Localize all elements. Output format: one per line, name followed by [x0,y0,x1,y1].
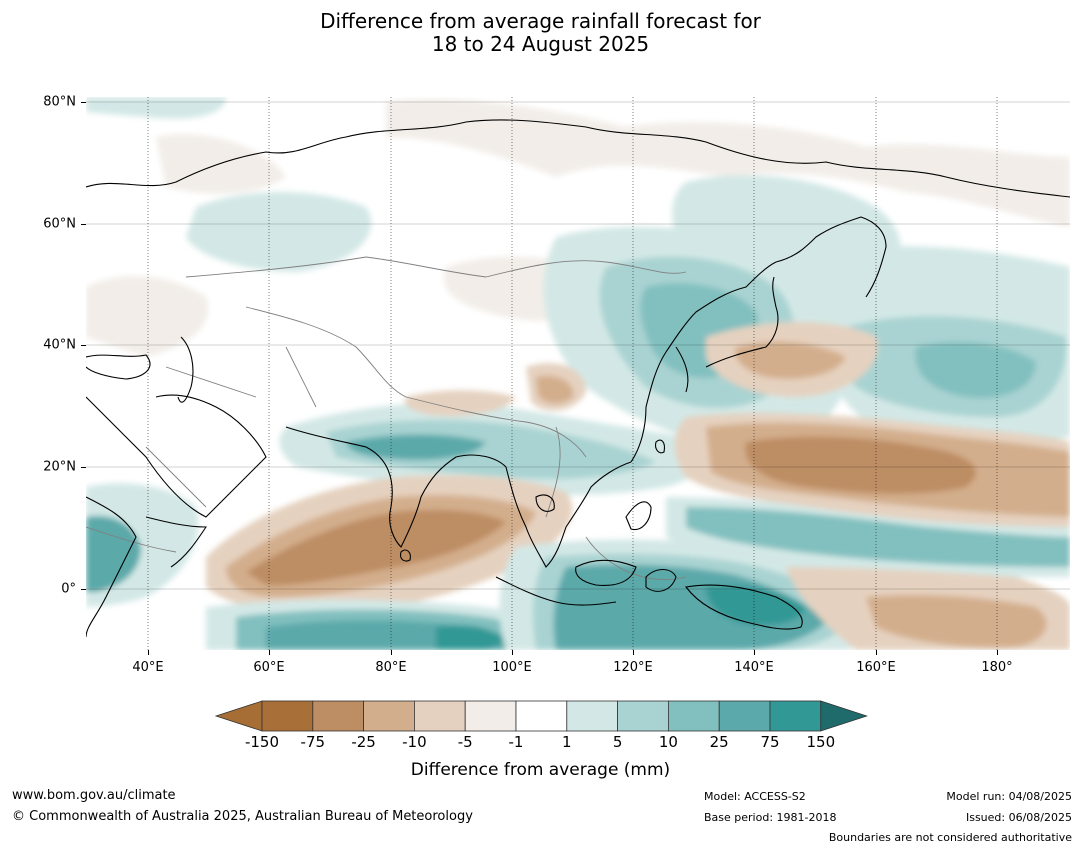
colorbar-tick-label: -25 [351,733,376,751]
anomaly-wet-light-westsiberia [186,192,372,272]
colorbar-tick-label: 1 [562,733,572,751]
lat-label-40n: 40°N [43,337,76,353]
anomaly-dry-mid-spacific [866,595,1047,648]
map-canvas [86,97,1070,650]
colorbar-swatch [363,700,415,732]
anomaly-wet-strong-npacific [915,342,1036,398]
graticule [86,97,1070,650]
anomaly-fill-layer [86,97,1070,650]
anomaly-dry-mid-china [536,375,574,404]
lon-tick [148,650,149,655]
colorbar-tick-label: 25 [709,733,729,751]
lat-tick [81,345,86,346]
colorbar [214,700,868,732]
anomaly-dry-strong-wpacific [745,436,976,494]
colorbar-label: Difference from average (mm) [410,760,671,780]
anomaly-dry-mid-japan [735,341,846,379]
colorbar-tick-label: -150 [244,733,280,751]
footer-model-run: Model run: 04/08/2025 [946,790,1072,803]
lon-label-160e: 160°E [856,660,896,675]
anomaly-wet-strong-maritime [553,564,826,650]
lon-tick [876,650,877,655]
country-borders [86,256,687,581]
lat-tick [81,224,86,225]
lon-tick [633,650,634,655]
colorbar-extend-low [214,700,263,732]
footer-base-period: Base period: 1981-2018 [704,811,837,824]
coastlines [86,119,1070,638]
lon-tick [269,650,270,655]
footer-model: Model: ACCESS-S2 [704,790,806,803]
colorbar-swatch [515,700,568,732]
lat-label-60n: 60°N [43,216,76,232]
lon-tick [512,650,513,655]
colorbar-swatch [413,700,466,732]
colorbar-swatch [617,700,669,732]
lon-label-40e: 40°E [132,660,164,675]
anomaly-wet-strong-southasia [346,434,486,460]
colorbar-tick-label: 75 [760,733,780,751]
anomaly-wet-max-sio [436,625,506,650]
lat-label-20n: 20°N [43,459,76,475]
footer-url[interactable]: www.bom.gov.au/climate [12,788,176,803]
anomaly-dry-light-uralian [156,134,286,194]
colorbar-swatch [261,700,314,732]
anomaly-wet-light-arctic [86,97,226,119]
colorbar-tick-label: 5 [612,733,623,751]
lat-tick [81,589,86,590]
colorbar-swatch [769,700,822,732]
anomaly-wet-mid-pacific [686,507,1070,567]
colorbar-swatch [718,700,771,732]
lon-label-180: 180° [981,660,1013,675]
colorbar-tick-label: -5 [457,733,473,751]
map-title-line-2: 18 to 24 August 2025 [431,32,650,56]
anomaly-wet-max-maritime [706,585,806,626]
lat-tick [81,467,86,468]
lon-label-140e: 140°E [734,660,774,675]
lon-tick [997,650,998,655]
colorbar-tick-label: 150 [806,733,836,751]
anomaly-dry-light-siberia [386,98,1070,227]
colorbar-swatches [214,700,868,732]
lon-label-60e: 60°E [253,660,285,675]
lon-tick [754,650,755,655]
footer-boundaries-note: Boundaries are not considered authoritat… [828,831,1072,844]
lon-label-120e: 120°E [613,660,653,675]
colorbar-swatch [464,700,517,732]
colorbar-tick-label: -10 [402,733,427,751]
anomaly-wet-strong-africa [86,516,141,592]
anomaly-dry-light-bengal [404,390,516,417]
footer-copyright: © Commonwealth of Australia 2025, Austra… [12,809,473,824]
footer-issued: Issued: 06/08/2025 [965,811,1072,824]
colorbar-swatch [667,700,720,732]
lat-label-80n: 80°N [43,94,76,110]
colorbar-tick-label: 10 [658,733,678,751]
colorbar-tick-label: -1 [508,733,524,751]
anomaly-dry-strong-indianocean [246,510,506,586]
lon-tick [391,650,392,655]
colorbar-tick-label: -75 [300,733,326,751]
map-title-line-1: Difference from average rainfall forecas… [320,9,761,33]
lon-label-100e: 100°E [492,660,532,675]
map-title: Difference from average rainfall forecas… [0,10,1081,56]
colorbar-extend-high [820,700,868,732]
colorbar-swatch [566,700,618,732]
colorbar-swatch [312,700,365,732]
rainfall-anomaly-map [86,97,1070,650]
lon-label-80e: 80°E [375,660,407,675]
anomaly-dry-light-westasia [86,276,208,357]
lat-tick [81,102,86,103]
lat-label-0: 0° [61,581,76,597]
